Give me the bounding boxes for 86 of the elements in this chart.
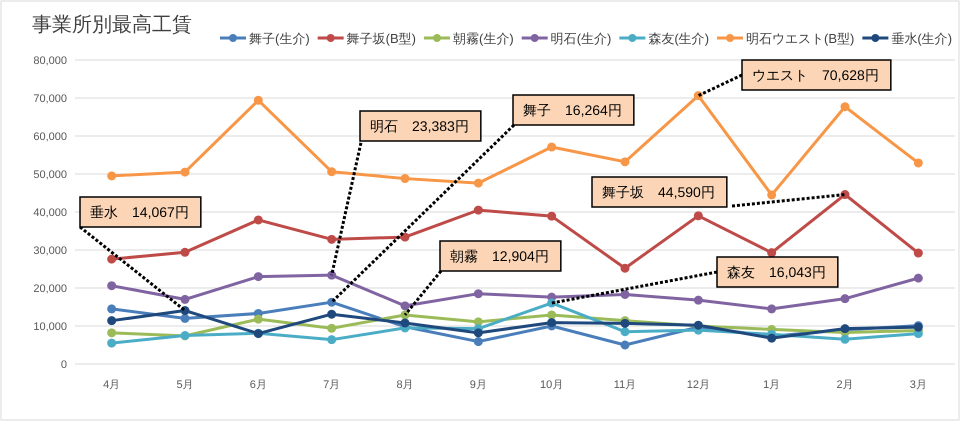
point	[107, 171, 116, 180]
annotation: 舞子坂 44,590円	[602, 184, 715, 200]
legend-label: 垂水(生介)	[891, 31, 952, 46]
point	[547, 318, 556, 328]
point	[767, 304, 776, 314]
point	[254, 272, 263, 282]
point	[107, 304, 116, 314]
y-tick-label: 40,000	[33, 207, 67, 219]
point	[327, 167, 336, 176]
x-tick-label: 6月	[250, 379, 267, 391]
point	[547, 310, 556, 320]
point	[767, 190, 776, 200]
point	[840, 102, 850, 112]
annotation: 舞子 16,264円	[523, 102, 622, 118]
point	[474, 178, 483, 188]
point	[180, 168, 190, 177]
point	[694, 296, 703, 305]
point	[327, 310, 336, 319]
point	[327, 335, 336, 344]
point	[547, 142, 556, 152]
x-tick-label: 3月	[910, 379, 927, 391]
y-tick-label: 30,000	[33, 245, 67, 257]
y-tick-label: 0	[60, 359, 67, 371]
point	[474, 289, 483, 298]
point	[327, 324, 336, 333]
x-tick-label: 12月	[686, 379, 710, 391]
legend-label: 明石ウエスト(B型)	[746, 31, 854, 46]
point	[180, 248, 190, 257]
point	[694, 211, 703, 220]
annotation: ウエスト 70,628円	[752, 67, 879, 83]
x-tick-label: 11月	[614, 379, 636, 391]
point	[767, 248, 776, 258]
legend-label: 舞子坂(B型)	[346, 31, 416, 46]
x-tick-label: 10月	[540, 379, 564, 391]
x-tick-label: 4月	[103, 379, 120, 391]
annotation: 明石 23,383円	[370, 118, 469, 134]
point	[400, 232, 410, 242]
x-tick-label: 2月	[836, 379, 854, 391]
point	[620, 340, 630, 350]
point	[474, 337, 483, 346]
annotation: 朝霧 12,904円	[450, 248, 549, 264]
point	[620, 157, 630, 166]
y-tick-label: 60,000	[33, 131, 67, 143]
point	[400, 301, 410, 310]
x-tick-label: 1月	[763, 379, 780, 391]
point	[400, 174, 410, 184]
annotation: 森友 16,043円	[727, 264, 826, 280]
x-tick-label: 8月	[396, 379, 414, 391]
y-tick-label: 20,000	[33, 283, 67, 295]
point	[620, 318, 630, 328]
legend-label: 舞子(生介)	[249, 31, 310, 46]
chart-title: 事業所別最高工賃	[32, 13, 192, 36]
y-tick-label: 50,000	[33, 169, 67, 181]
point	[474, 206, 483, 215]
point	[107, 281, 116, 290]
y-tick-label: 10,000	[33, 321, 67, 333]
point	[107, 254, 116, 264]
point	[620, 327, 630, 336]
point	[620, 264, 630, 273]
legend-label: 朝霧(生介)	[453, 31, 514, 46]
point	[254, 215, 263, 224]
point	[400, 318, 410, 328]
x-tick-label: 7月	[323, 379, 340, 391]
x-tick-label: 5月	[176, 379, 194, 391]
point	[254, 314, 263, 324]
point	[327, 234, 336, 244]
annotation: 垂水 14,067円	[90, 204, 189, 220]
point	[840, 294, 850, 304]
point	[107, 316, 116, 326]
point	[914, 274, 923, 283]
point	[254, 96, 263, 105]
point	[107, 338, 116, 348]
point	[620, 290, 630, 299]
legend-label: 森友(生介)	[648, 31, 710, 46]
x-tick-label: 9月	[470, 379, 487, 391]
point	[840, 334, 850, 344]
legend-label: 明石(生介)	[550, 31, 612, 46]
point	[180, 294, 190, 304]
point	[474, 328, 483, 338]
point	[914, 158, 923, 168]
point	[914, 248, 923, 258]
point	[180, 314, 190, 323]
point	[547, 212, 556, 221]
point	[107, 328, 116, 338]
y-tick-label: 70,000	[33, 93, 67, 105]
y-tick-label: 80,000	[33, 55, 67, 67]
